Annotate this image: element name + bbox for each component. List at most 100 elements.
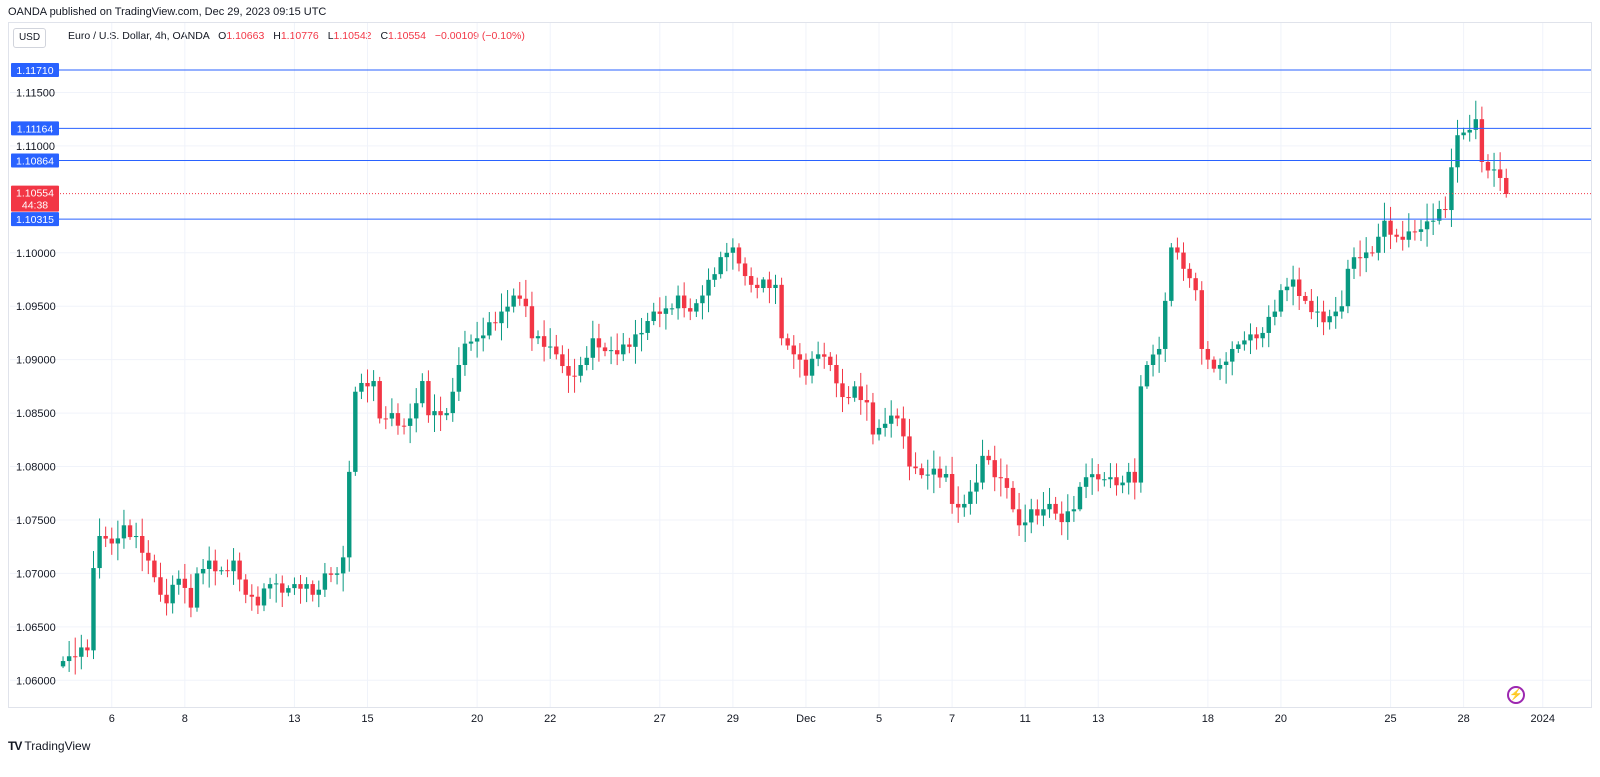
candle-body: [590, 338, 596, 358]
candle-body: [1144, 365, 1150, 387]
open-label: O: [218, 30, 227, 42]
candle-body: [182, 578, 188, 588]
candle-body: [1491, 169, 1497, 171]
candle-body: [1217, 365, 1223, 369]
y-tick-label: 1.07500: [16, 515, 56, 527]
candle-body: [694, 303, 699, 312]
candle-body: [164, 594, 169, 604]
candle-body: [85, 647, 90, 651]
candle-body: [700, 295, 705, 304]
y-tick-label: 1.08000: [16, 462, 56, 474]
candle-body: [1485, 161, 1491, 171]
candle-body: [1357, 257, 1363, 259]
candle-body: [907, 436, 912, 467]
candle-body: [1406, 231, 1412, 240]
x-tick-label: 25: [1384, 713, 1396, 725]
candle-body: [286, 588, 291, 593]
candle-body: [992, 460, 997, 478]
candle-body: [243, 579, 248, 595]
candle-body: [931, 468, 937, 475]
candle-body: [791, 345, 796, 355]
candle-body: [1089, 474, 1095, 478]
currency-button[interactable]: USD: [13, 28, 46, 48]
candle-body: [627, 344, 632, 347]
candle-body: [1132, 471, 1137, 483]
candle-body: [1181, 252, 1186, 269]
candle-body: [1175, 247, 1180, 253]
candle-body: [133, 536, 139, 538]
candle-body: [639, 332, 644, 335]
level-price-tag: [11, 121, 59, 136]
candle-body: [1156, 348, 1162, 355]
candle-body: [462, 343, 468, 365]
candle-body: [1266, 316, 1271, 333]
candle-body: [535, 336, 541, 339]
candle-body: [1096, 474, 1101, 480]
change-value: −0.00109 (−0.10%): [434, 30, 525, 42]
candles: [60, 100, 1509, 675]
candle-body: [292, 584, 297, 589]
candle-body: [1102, 479, 1107, 481]
tradingview-logo-icon: TV: [8, 739, 22, 753]
candle-body: [1497, 169, 1503, 178]
candle-body: [1047, 503, 1052, 510]
candle-body: [1388, 220, 1393, 235]
candle-body: [1351, 257, 1357, 269]
candle-body: [255, 596, 261, 606]
candle-body: [1083, 477, 1089, 487]
x-tick-label: 7: [949, 713, 955, 725]
x-tick-label: 2024: [1531, 713, 1555, 725]
candle-body: [974, 482, 979, 492]
candle-body: [127, 525, 133, 538]
candle-body: [1211, 359, 1217, 369]
candle-body: [487, 322, 492, 336]
candle-body: [474, 338, 480, 342]
candle-body: [688, 308, 693, 312]
open-value: 1.10663: [226, 30, 265, 42]
level-price-label: 1.11164: [17, 123, 54, 135]
candle-body: [779, 284, 784, 339]
candle-body: [334, 573, 340, 575]
candle-body: [1376, 236, 1381, 253]
tradingview-brand[interactable]: TV TradingView: [8, 739, 90, 753]
close-label: C: [380, 30, 389, 42]
candle-body: [529, 306, 535, 339]
ohlc-legend: Euro / U.S. Dollar, 4h, OANDA O1.10663 H…: [68, 30, 525, 42]
candle-body: [176, 578, 181, 585]
candle-body: [1150, 354, 1156, 365]
candle-body: [1193, 278, 1198, 291]
candle-body: [383, 418, 388, 420]
candle-body: [1205, 348, 1211, 360]
candle-body: [675, 295, 681, 309]
low-label: L: [327, 30, 334, 42]
x-tick-label: 5: [876, 713, 882, 725]
y-tick-label: 1.08500: [16, 408, 56, 420]
candle-body: [797, 354, 803, 360]
candle-body: [1467, 129, 1472, 133]
candle-body: [1035, 509, 1040, 516]
candle-body: [267, 584, 273, 589]
candle-body: [73, 656, 78, 658]
candle-body: [97, 536, 102, 569]
candle-body: [651, 311, 656, 322]
candle-body: [1016, 509, 1022, 526]
candle-body: [237, 560, 242, 580]
candle-body: [852, 386, 857, 398]
candle-body: [444, 413, 449, 416]
x-tick-label: 20: [471, 713, 483, 725]
brand-label: TradingView: [24, 739, 91, 753]
candle-body: [340, 557, 346, 574]
candle-body: [1029, 509, 1034, 523]
bolt-icon[interactable]: ⚡: [1507, 686, 1525, 704]
x-tick-label: Dec: [796, 713, 816, 725]
candle-body: [955, 503, 961, 508]
candle-body: [943, 474, 949, 478]
candle-body: [170, 584, 175, 604]
publish-info: OANDA published on TradingView.com, Dec …: [8, 6, 327, 18]
last-price-tag: [11, 185, 59, 212]
candle-body: [895, 415, 900, 419]
candle-body: [1242, 340, 1247, 345]
candle-body: [1223, 361, 1229, 365]
candle-body: [1461, 132, 1466, 136]
